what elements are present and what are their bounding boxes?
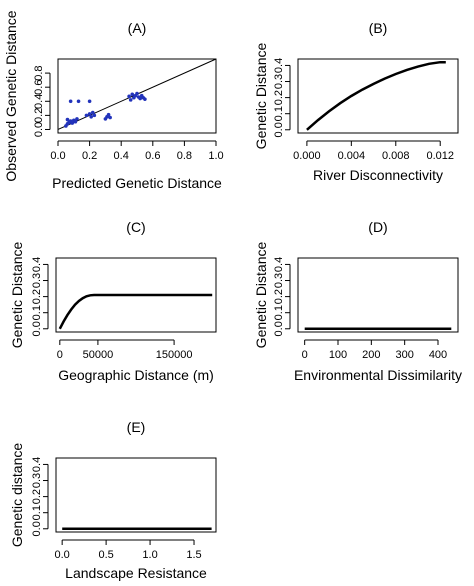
plot-frame	[297, 58, 459, 134]
data-point	[76, 99, 81, 104]
y-tick-label: 0.0	[273, 122, 285, 137]
y-tick-label: 0.4	[31, 257, 43, 272]
x-tick-label: 0.5	[98, 549, 113, 561]
y-tick-label: 0.0	[33, 122, 45, 137]
y-tick-label: 0.3	[273, 74, 285, 89]
y-tick-label: 0.4	[273, 58, 285, 73]
x-tick-label: 200	[362, 349, 380, 361]
data-point	[92, 113, 97, 118]
x-tick-label: 0.0	[55, 549, 70, 561]
data-point	[68, 99, 73, 104]
x-tick-label: 0.0	[50, 150, 65, 162]
x-axis-label: Landscape Resistance	[65, 565, 207, 581]
data-point	[73, 119, 78, 124]
x-axis-label: Environmental Dissimilarity	[294, 367, 462, 383]
x-tick-label: 0.012	[426, 150, 454, 162]
y-tick-label: 0.1	[273, 305, 285, 320]
data-point	[84, 113, 89, 118]
x-tick-label: 0	[302, 349, 308, 361]
x-tick-label: 0.2	[82, 150, 97, 162]
panel-title: (C)	[126, 219, 145, 235]
plot-frame	[297, 257, 459, 333]
y-tick-label: 0.1	[273, 106, 285, 121]
data-point	[128, 98, 133, 102]
y-axis-label: Observed Genetic Distance	[3, 10, 19, 181]
x-axis-label: River Disconnectivity	[313, 167, 443, 183]
series-line	[58, 293, 213, 330]
x-tick-label: 0.6	[145, 150, 160, 162]
data-point	[89, 114, 93, 119]
y-axis-label: Genetic Distance	[253, 241, 269, 348]
y-tick-label: 0.4	[273, 257, 285, 272]
data-point	[108, 115, 112, 120]
y-axis-label: Genetic Distance	[9, 241, 25, 348]
x-axis-label: Predicted Genetic Distance	[52, 175, 222, 191]
panel-title: (D)	[368, 219, 387, 235]
x-tick-label: 100	[329, 349, 347, 361]
panel-d: (D) 0 100 200 300 400 0.00.10.20.30.4 Environme…	[253, 219, 462, 383]
y-tick-label: 0.4	[33, 94, 45, 109]
panel-c: (C) 0 50000 150000 0.00.10.20.30.4 Geographic…	[9, 219, 217, 383]
data-point	[130, 92, 135, 97]
x-tick-label: 0.004	[338, 150, 366, 162]
panel-title: (E)	[127, 419, 146, 435]
plot-frame	[55, 257, 217, 333]
data-point	[106, 112, 111, 117]
x-tick-label: 0.8	[177, 150, 192, 162]
y-tick-label: 0.0	[273, 321, 285, 336]
data-point	[87, 112, 92, 116]
x-tick-label: 1.0	[142, 549, 157, 561]
x-tick-label: 50000	[83, 349, 114, 361]
data-point	[87, 99, 92, 104]
data-point	[138, 96, 142, 101]
y-tick-label: 0.3	[273, 273, 285, 288]
x-tick-label: 150000	[156, 349, 193, 361]
x-tick-label: 0	[57, 349, 63, 361]
y-tick-label: 0.0	[31, 321, 43, 336]
panel-e: (E)0.0 0.5 1.0 1.50.00.10.20.30.4Landscape …	[9, 419, 217, 581]
panel-title: (A)	[128, 20, 147, 36]
panel-title: (B)	[369, 20, 388, 36]
data-point	[143, 97, 147, 101]
panel-b: (B) 0.000 0.004 0.008 0.012 0.00.10.20.30.4 Ri…	[253, 20, 459, 183]
data-point	[90, 110, 95, 115]
x-tick-label: 0.4	[114, 150, 129, 162]
x-tick-label: 0.008	[382, 150, 410, 162]
plot-frame	[55, 457, 217, 533]
data-point	[127, 94, 131, 99]
y-tick-label: 0.3	[31, 273, 43, 288]
y-tick-label: 0.8	[33, 65, 45, 80]
data-point	[75, 117, 79, 121]
y-axis-label: Genetic Distance	[253, 42, 269, 149]
series-line	[306, 60, 446, 131]
data-point	[65, 117, 70, 122]
x-axis-label: Geographic Distance (m)	[58, 367, 214, 383]
x-tick-label: 400	[429, 349, 447, 361]
x-tick-label: 1.5	[186, 549, 201, 561]
y-tick-label: 0.1	[31, 305, 43, 320]
y-tick-label: 0.1	[31, 505, 43, 520]
y-tick-label: 0.2	[273, 90, 285, 105]
y-tick-label: 0.2	[31, 289, 43, 304]
panel-a: (A)0.0 0.2 0.4 0.6 0.8 1.00.00.20.40.60.8Pred…	[3, 10, 224, 191]
y-tick-label: 0.3	[31, 473, 43, 488]
x-tick-label: 1.0	[208, 150, 223, 162]
x-tick-label: 0.000	[293, 150, 321, 162]
data-point	[135, 91, 139, 96]
plot-frame	[57, 58, 217, 134]
y-tick-label: 0.6	[33, 80, 45, 95]
y-tick-label: 0.4	[31, 457, 43, 472]
x-tick-label: 300	[395, 349, 413, 361]
y-tick-label: 0.0	[31, 521, 43, 536]
y-tick-label: 0.2	[33, 108, 45, 123]
y-axis-label: Genetic distance	[9, 443, 25, 547]
y-tick-label: 0.2	[273, 289, 285, 304]
data-point	[70, 121, 75, 125]
y-tick-label: 0.2	[31, 489, 43, 504]
